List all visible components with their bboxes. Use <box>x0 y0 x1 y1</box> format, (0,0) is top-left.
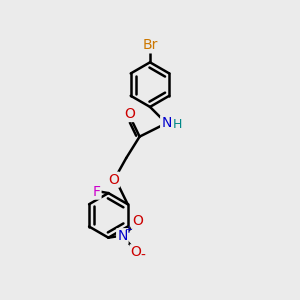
Text: -: - <box>141 249 146 263</box>
Text: N: N <box>161 116 172 130</box>
Text: O: O <box>130 245 142 259</box>
Text: O: O <box>124 107 135 121</box>
Text: O: O <box>132 214 143 228</box>
Text: N: N <box>117 229 128 243</box>
Text: H: H <box>173 118 182 131</box>
Text: +: + <box>124 225 132 235</box>
Text: O: O <box>108 173 119 187</box>
Text: Br: Br <box>142 38 158 52</box>
Text: F: F <box>92 184 101 199</box>
